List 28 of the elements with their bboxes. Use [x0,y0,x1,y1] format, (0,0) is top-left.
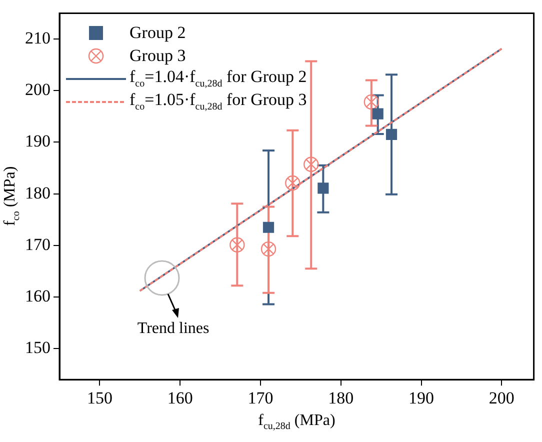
point [372,108,384,120]
y-tick-label: 210 [25,28,50,48]
y-tick-label: 160 [25,286,50,306]
point [262,222,274,233]
x-tick-label: 150 [86,388,112,408]
point [285,175,300,191]
y-tick-label: 190 [25,132,50,151]
legend-label: Group 2 [130,22,186,43]
y-tick-label: 180 [25,183,50,202]
legend-label: f$_{co}$=1.04·f$_{cu,28d}$ for Group 2 [130,67,307,90]
y-tick-label: 170 [25,234,50,254]
legend-label: Group 3 [130,46,186,66]
point [304,156,319,172]
x-tick-label: 170 [248,388,274,408]
x-tick-label: 190 [408,388,434,408]
x-tick-label: 180 [328,388,354,408]
y-tick-label: 150 [25,338,50,358]
x-tick-label: 160 [167,388,193,408]
point [386,128,398,140]
point [364,94,380,110]
point [230,237,245,253]
annotation: Trend lines [137,320,210,338]
point [260,241,276,257]
x-tick-label: 200 [488,388,514,408]
point [318,182,329,194]
y-tick-label: 200 [25,80,50,100]
legend-label: f$_{co}$=1.05·f$_{cu,28d}$ for Group 3 [130,90,307,113]
x-axis-title: f$_{cu,28d}$ (MPa) [258,412,336,432]
